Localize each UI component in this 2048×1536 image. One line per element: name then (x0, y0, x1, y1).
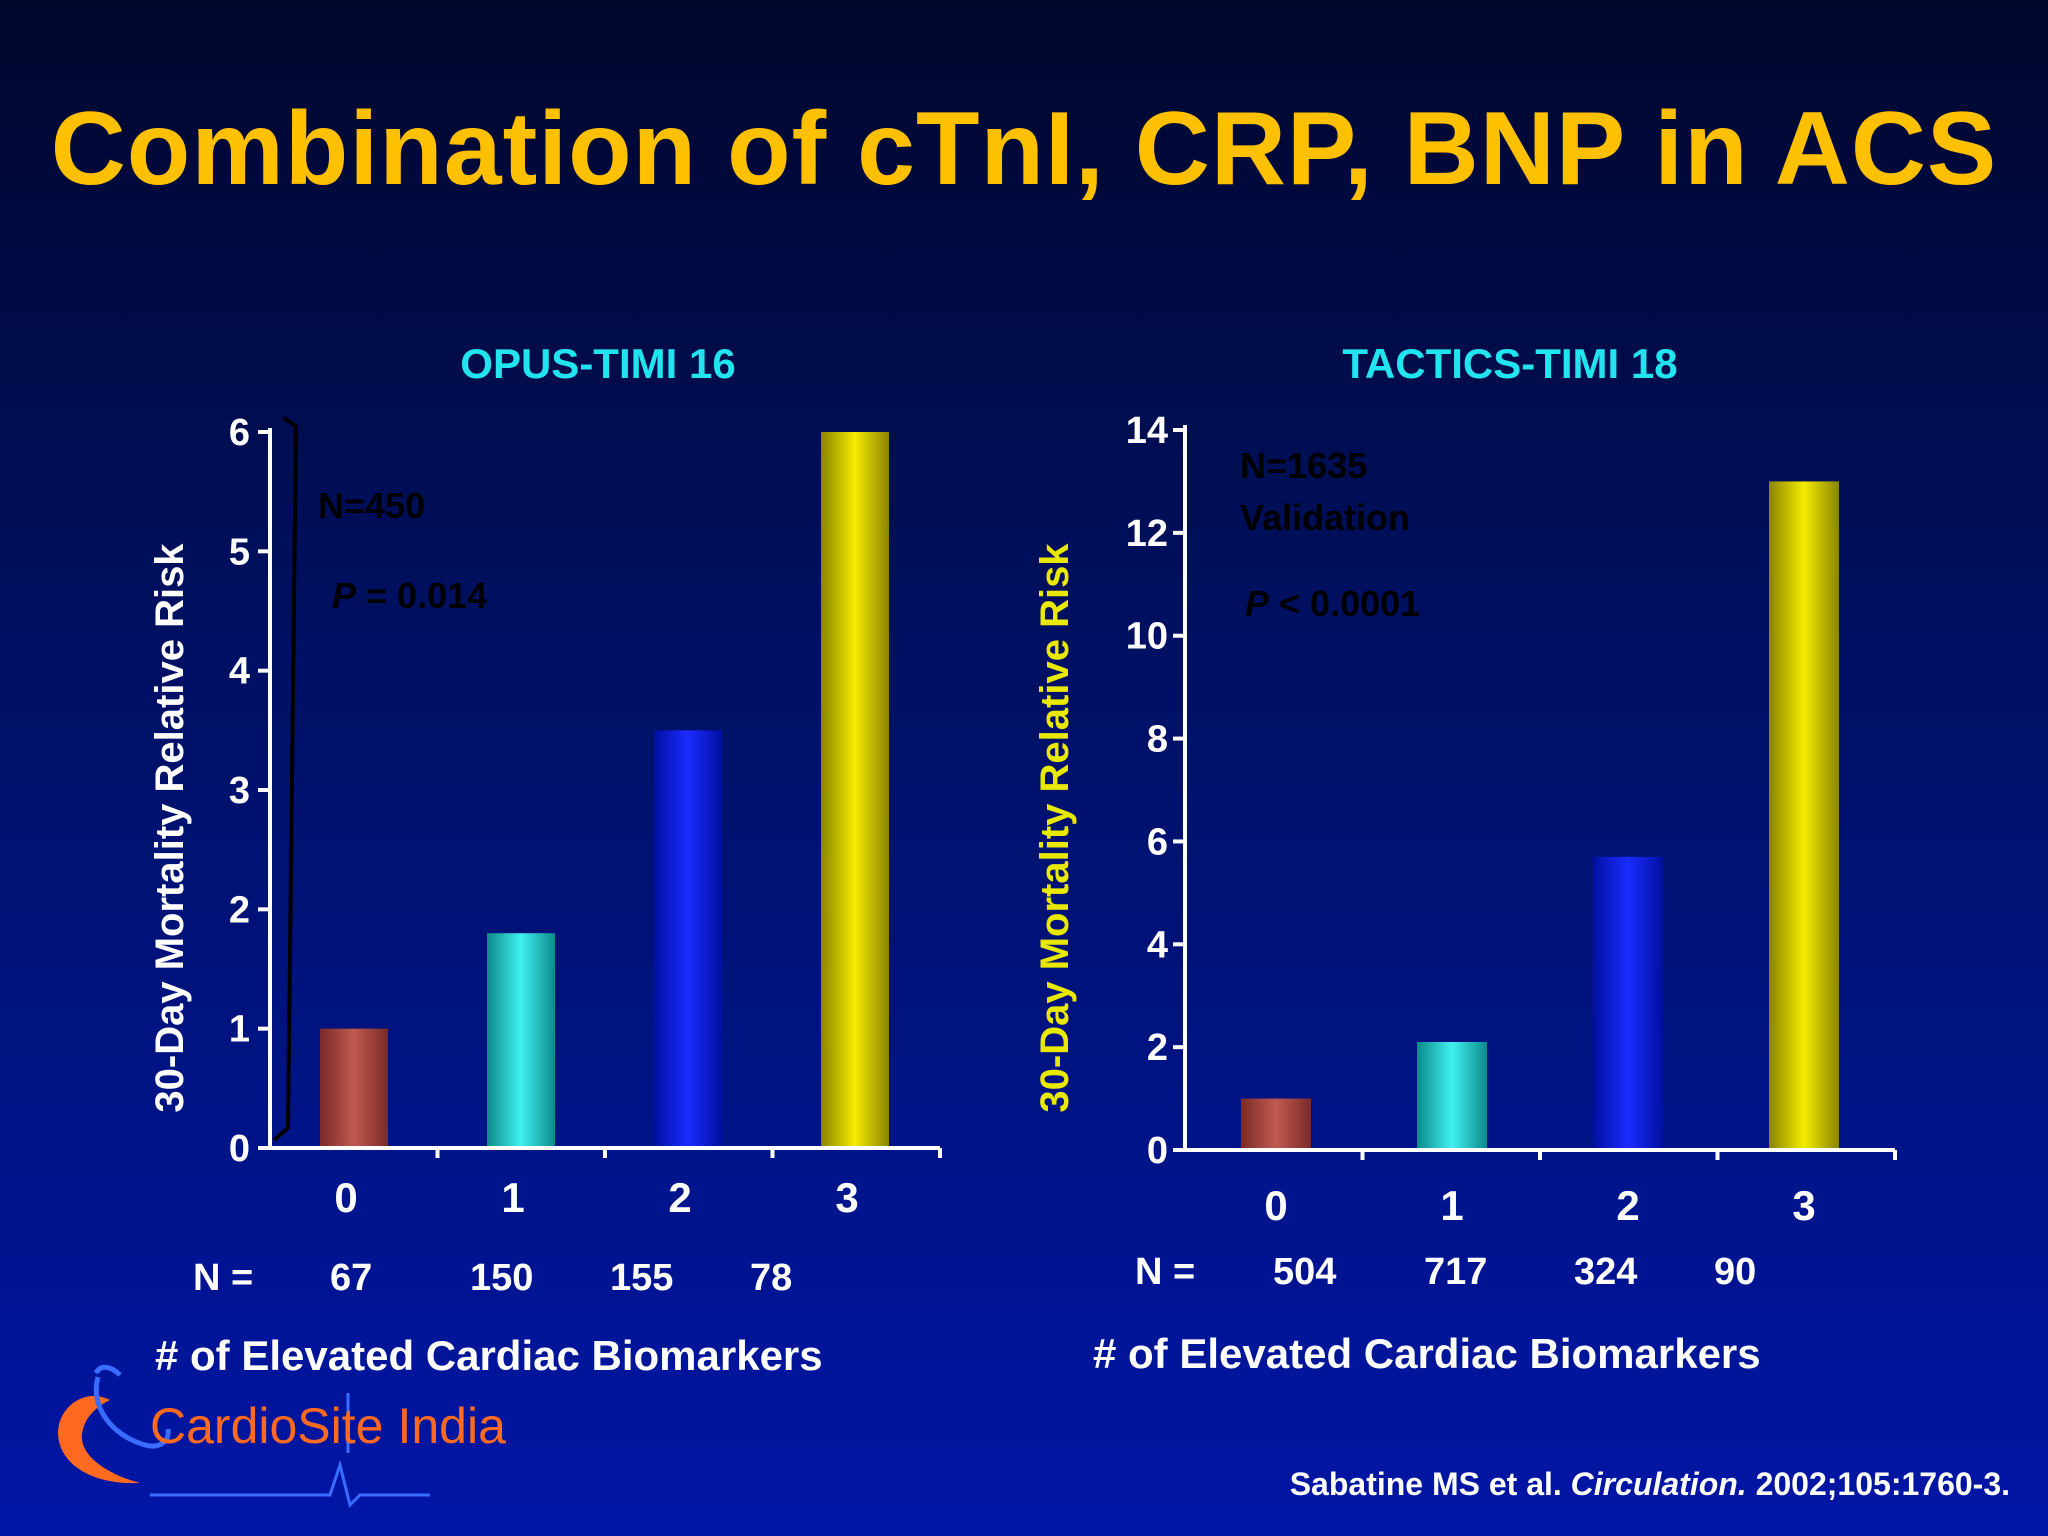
heart-logo-icon (58, 1364, 430, 1508)
chart-title: OPUS-TIMI 16 (460, 340, 735, 387)
annotation-p: P = 0.014 (332, 575, 487, 616)
annotation-p: P < 0.0001 (1245, 583, 1420, 624)
bar-3 (821, 432, 889, 1148)
citation: Sabatine MS et al. Circulation. 2002;105… (1289, 1466, 2010, 1502)
y-tick-label: 0 (1147, 1130, 1168, 1172)
brace-mark (272, 416, 299, 1142)
x-tick-label: 2 (1616, 1182, 1639, 1229)
y-tick-label: 4 (229, 651, 250, 693)
bar-2 (1593, 856, 1663, 1150)
y-tick-label: 2 (229, 889, 250, 931)
chart-tactics-timi-18: TACTICS-TIMI 18 30-Day Mortality Relativ… (1033, 340, 1897, 1377)
y-tick-label: 4 (1147, 924, 1168, 966)
y-tick-label: 3 (229, 770, 250, 812)
x-tick-label: 3 (1792, 1182, 1815, 1229)
y-tick-label: 12 (1126, 513, 1168, 555)
n-count-label: 155 (610, 1257, 673, 1299)
n-count-label: 504 (1273, 1251, 1336, 1293)
slide-title: Combination of cTnI, CRP, BNP in ACS (50, 91, 1998, 207)
bar-1 (487, 933, 555, 1148)
y-tick-label: 0 (229, 1128, 250, 1170)
y-tick-label: 14 (1126, 410, 1168, 452)
annotation-n: N=1635 (1240, 445, 1367, 486)
y-tick-label: 10 (1126, 616, 1168, 658)
n-count-label: 67 (330, 1257, 372, 1299)
logo-wordmark: CardioSite India (150, 1398, 506, 1454)
x-tick-label: 1 (1440, 1182, 1463, 1229)
bar-1 (1417, 1042, 1487, 1150)
x-tick-label: 3 (835, 1174, 858, 1221)
n-count-label: 90 (1714, 1251, 1756, 1293)
bar-0 (1241, 1098, 1311, 1150)
x-axis-label: # of Elevated Cardiac Biomarkers (1093, 1330, 1761, 1377)
n-count-label: 717 (1424, 1251, 1487, 1293)
y-tick-label: 1 (229, 1009, 250, 1051)
y-tick-label: 6 (229, 412, 250, 454)
x-tick-label: 0 (1264, 1182, 1287, 1229)
y-tick-label: 2 (1147, 1027, 1168, 1069)
bar-2 (654, 730, 722, 1148)
y-tick-label: 5 (229, 531, 250, 573)
x-tick-label: 0 (334, 1174, 357, 1221)
annotation-n: N=450 (318, 485, 425, 526)
x-tick-label: 1 (501, 1174, 524, 1221)
x-axis-label: # of Elevated Cardiac Biomarkers (155, 1332, 823, 1379)
n-prefix: N = (193, 1257, 253, 1299)
chart-title: TACTICS-TIMI 18 (1342, 340, 1677, 387)
annotation-validation: Validation (1240, 497, 1410, 538)
y-tick-label: 8 (1147, 719, 1168, 761)
x-tick-label: 2 (668, 1174, 691, 1221)
bar-0 (320, 1028, 388, 1148)
n-count-label: 150 (470, 1257, 533, 1299)
y-tick-label: 6 (1147, 821, 1168, 863)
n-prefix: N = (1135, 1251, 1195, 1293)
y-axis-label: 30-Day Mortality Relative Risk (148, 543, 192, 1113)
bar-3 (1769, 481, 1839, 1150)
n-count-label: 324 (1574, 1251, 1637, 1293)
cardiosite-logo: CardioSite India (40, 1345, 506, 1510)
y-axis-label: 30-Day Mortality Relative Risk (1033, 543, 1077, 1113)
chart-opus-timi-16: OPUS-TIMI 16 30-Day Mortality Relative R… (148, 340, 942, 1379)
n-count-label: 78 (750, 1257, 792, 1299)
